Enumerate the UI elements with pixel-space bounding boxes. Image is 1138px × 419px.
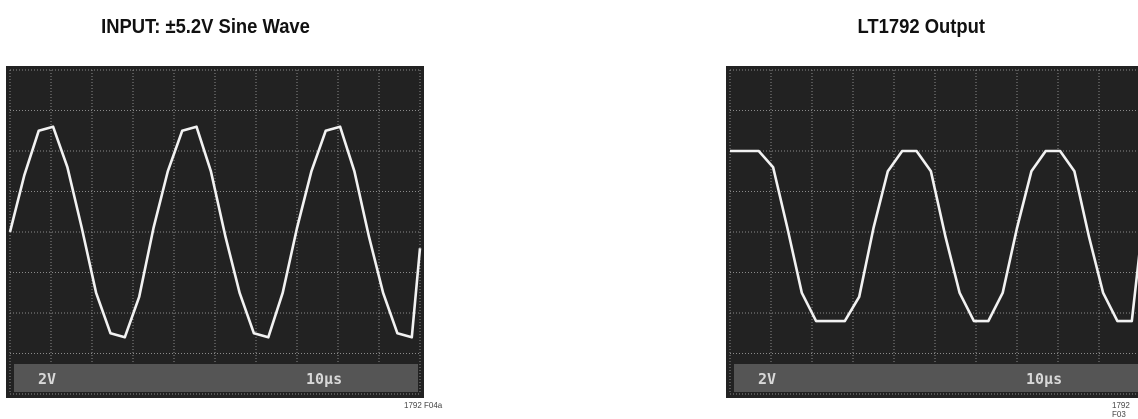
input-waveform-chart: 2V 10μs xyxy=(6,66,424,398)
time-per-div-readout: 10μs xyxy=(1026,370,1062,388)
readout-bar xyxy=(734,364,1138,392)
waveform-trace xyxy=(8,125,422,339)
input-figure-code: 1792 F04a xyxy=(404,401,443,410)
volts-per-div-readout: 2V xyxy=(758,370,776,388)
waveform-trace xyxy=(730,149,1138,323)
input-panel-title: INPUT: ±5.2V Sine Wave xyxy=(101,16,310,38)
output-panel-title: LT1792 Output xyxy=(857,16,985,38)
scope-grid xyxy=(9,69,421,395)
input-scope-screen: 2V 10μs xyxy=(6,66,424,398)
trace-layer xyxy=(730,149,1138,323)
scope-grid xyxy=(729,69,1138,395)
readout-bar xyxy=(14,364,418,392)
output-figure-code: 1792 F03 xyxy=(1112,401,1130,419)
output-waveform-chart: 2V 10μs xyxy=(726,66,1138,398)
time-per-div-readout: 10μs xyxy=(306,370,342,388)
volts-per-div-readout: 2V xyxy=(38,370,56,388)
trace-layer xyxy=(8,125,422,339)
output-scope-screen: 2V 10μs xyxy=(726,66,1138,398)
